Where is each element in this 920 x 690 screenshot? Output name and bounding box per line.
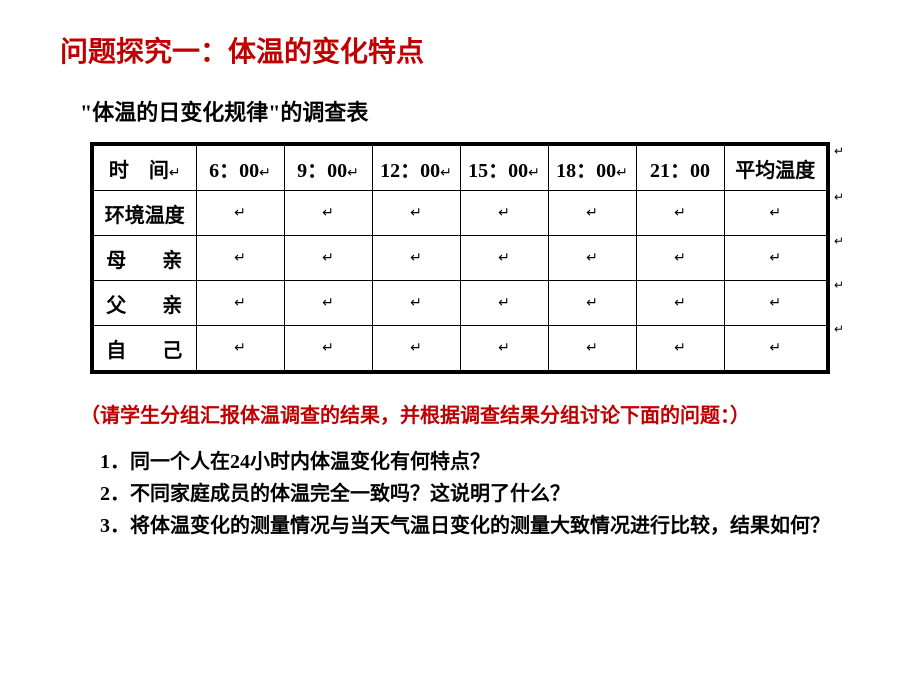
cell: ↵ (548, 236, 636, 281)
cell: ↵ (372, 281, 460, 326)
questions-block: 1．同一个人在24小时内体温变化有何特点？ 2．不同家庭成员的体温完全一致吗？这… (100, 446, 860, 542)
return-mark: ↵ (528, 166, 540, 181)
return-mark: ↵ (259, 166, 271, 181)
question-2: 2．不同家庭成员的体温完全一致吗？这说明了什么？ (100, 478, 860, 510)
subtitle: "体温的日变化规律"的调查表 (80, 95, 860, 127)
survey-table: 时 间↵ 6：00↵ 9：00↵ 12：00↵ 15：00↵ 18：00↵ 21… (90, 142, 830, 374)
row-label-env: 环境温度 (92, 191, 196, 236)
table-row: 自 己 ↵ ↵ ↵ ↵ ↵ ↵ ↵ (92, 326, 828, 373)
header-time-1: 9：00↵ (284, 144, 372, 191)
row-label-self: 自 己 (92, 326, 196, 373)
cell: ↵ (196, 326, 284, 373)
side-mark: ↵ (834, 234, 844, 249)
side-mark: ↵ (834, 278, 844, 293)
question-3: 3．将体温变化的测量情况与当天气温日变化的测量大致情况进行比较，结果如何？ (100, 510, 860, 542)
cell: ↵ (724, 236, 828, 281)
return-mark: ↵ (440, 166, 452, 181)
header-time-3: 15：00↵ (460, 144, 548, 191)
question-1: 1．同一个人在24小时内体温变化有何特点？ (100, 446, 860, 478)
page-title: 问题探究一：体温的变化特点 (60, 30, 860, 70)
cell: ↵ (196, 236, 284, 281)
cell: ↵ (724, 281, 828, 326)
return-mark: ↵ (347, 166, 359, 181)
side-mark: ↵ (834, 144, 844, 159)
cell: ↵ (636, 326, 724, 373)
cell: ↵ (196, 191, 284, 236)
instruction-text: （请学生分组汇报体温调查的结果，并根据调查结果分组讨论下面的问题：） (80, 399, 860, 428)
cell: ↵ (460, 281, 548, 326)
cell: ↵ (636, 236, 724, 281)
cell: ↵ (284, 191, 372, 236)
cell: ↵ (460, 326, 548, 373)
header-time-label: 时 间↵ (92, 144, 196, 191)
cell: ↵ (460, 236, 548, 281)
header-time-0: 6：00↵ (196, 144, 284, 191)
header-time-5: 21：00 (636, 144, 724, 191)
table-row: 母 亲 ↵ ↵ ↵ ↵ ↵ ↵ ↵ (92, 236, 828, 281)
cell: ↵ (196, 281, 284, 326)
cell: ↵ (636, 191, 724, 236)
cell: ↵ (548, 326, 636, 373)
cell: ↵ (724, 191, 828, 236)
return-mark: ↵ (169, 166, 181, 181)
table-header-row: 时 间↵ 6：00↵ 9：00↵ 12：00↵ 15：00↵ 18：00↵ 21… (92, 144, 828, 191)
cell: ↵ (724, 326, 828, 373)
cell: ↵ (372, 326, 460, 373)
header-avg: 平均温度 (724, 144, 828, 191)
cell: ↵ (284, 236, 372, 281)
survey-table-container: 时 间↵ 6：00↵ 9：00↵ 12：00↵ 15：00↵ 18：00↵ 21… (90, 142, 830, 374)
side-mark: ↵ (834, 190, 844, 205)
header-time-2: 12：00↵ (372, 144, 460, 191)
cell: ↵ (284, 326, 372, 373)
cell: ↵ (636, 281, 724, 326)
cell: ↵ (372, 236, 460, 281)
row-label-mother: 母 亲 (92, 236, 196, 281)
table-row: 环境温度 ↵ ↵ ↵ ↵ ↵ ↵ ↵ (92, 191, 828, 236)
cell: ↵ (548, 191, 636, 236)
cell: ↵ (372, 191, 460, 236)
header-time-4: 18：00↵ (548, 144, 636, 191)
table-row: 父 亲 ↵ ↵ ↵ ↵ ↵ ↵ ↵ (92, 281, 828, 326)
row-label-father: 父 亲 (92, 281, 196, 326)
return-mark: ↵ (616, 166, 628, 181)
side-mark: ↵ (834, 322, 844, 337)
cell: ↵ (284, 281, 372, 326)
cell: ↵ (548, 281, 636, 326)
cell: ↵ (460, 191, 548, 236)
